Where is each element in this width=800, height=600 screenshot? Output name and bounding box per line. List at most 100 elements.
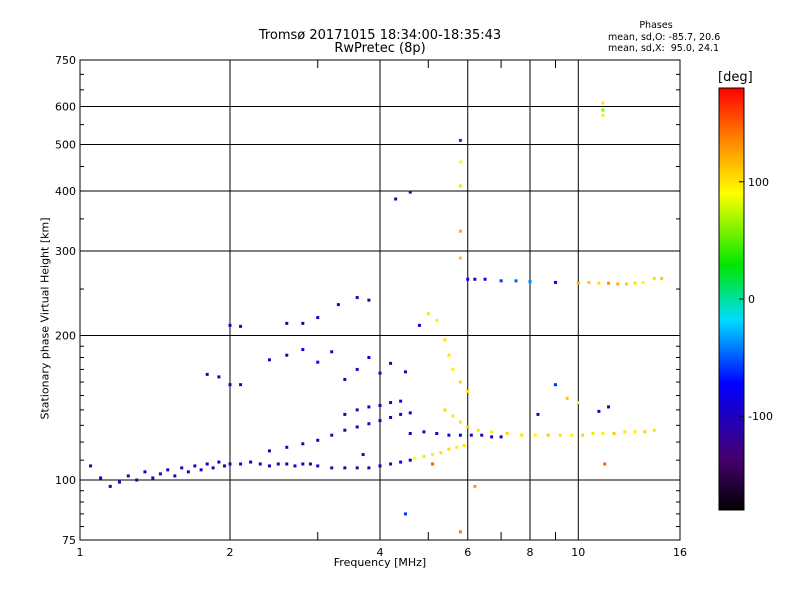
data-point xyxy=(239,383,243,387)
data-point xyxy=(316,360,320,364)
data-point xyxy=(458,433,462,437)
data-point xyxy=(343,466,347,470)
data-point xyxy=(316,438,320,442)
data-point xyxy=(458,138,462,142)
x-tick-label: 8 xyxy=(527,546,534,559)
data-point xyxy=(301,442,305,446)
data-point xyxy=(378,371,382,375)
data-point xyxy=(514,279,518,283)
data-point xyxy=(451,367,455,371)
data-point xyxy=(597,409,601,413)
x-tick-label: 1 xyxy=(77,546,84,559)
x-tick-label: 10 xyxy=(571,546,585,559)
data-point xyxy=(505,432,509,436)
data-point xyxy=(228,323,232,327)
data-point xyxy=(643,430,647,434)
x-axis-label: Frequency [MHz] xyxy=(333,556,427,569)
data-point xyxy=(413,456,417,460)
data-point xyxy=(378,403,382,407)
data-point xyxy=(462,444,466,448)
data-point xyxy=(285,321,289,325)
data-point xyxy=(205,372,209,376)
data-point xyxy=(601,108,605,112)
data-point xyxy=(239,324,243,328)
data-point xyxy=(607,405,611,409)
data-point xyxy=(553,383,557,387)
y-tick-label: 750 xyxy=(55,54,76,67)
data-point xyxy=(431,453,435,457)
data-point xyxy=(355,367,359,371)
data-point xyxy=(378,419,382,423)
data-point xyxy=(389,415,393,419)
data-point xyxy=(466,277,470,281)
x-tick-label: 16 xyxy=(673,546,687,559)
data-point xyxy=(603,462,607,466)
data-point xyxy=(293,464,297,468)
y-axis-label: Stationary phase Virtual Height [km] xyxy=(38,217,52,420)
data-point xyxy=(447,433,451,437)
data-point xyxy=(558,433,562,437)
stats-heading: Phases xyxy=(639,20,673,31)
data-point xyxy=(435,318,439,322)
stats-o-mode: mean, sd,O: -85.7, 20.6 xyxy=(608,32,721,43)
data-point xyxy=(601,101,605,105)
data-point xyxy=(443,338,447,342)
data-point xyxy=(343,428,347,432)
data-point xyxy=(180,466,184,470)
data-point xyxy=(476,428,480,432)
data-point xyxy=(576,401,580,405)
data-point xyxy=(389,361,393,365)
data-point xyxy=(285,353,289,357)
y-tick-label: 300 xyxy=(55,245,76,258)
y-tick-label: 500 xyxy=(55,139,76,152)
data-point xyxy=(466,389,470,393)
data-point xyxy=(499,435,503,439)
data-point xyxy=(633,281,637,285)
plot-frame xyxy=(79,59,681,541)
data-point xyxy=(355,466,359,470)
data-point xyxy=(660,276,664,280)
data-point xyxy=(89,464,93,468)
data-point xyxy=(458,256,462,260)
data-point xyxy=(267,464,271,468)
colorbar-tick-label: 100 xyxy=(748,176,769,189)
data-point xyxy=(652,428,656,432)
data-point xyxy=(135,478,139,482)
data-point xyxy=(285,462,289,466)
data-point xyxy=(205,462,209,466)
data-point xyxy=(151,476,155,480)
data-point xyxy=(193,464,197,468)
data-point xyxy=(458,229,462,233)
data-point xyxy=(367,405,371,409)
data-point xyxy=(126,474,130,478)
data-point xyxy=(587,280,591,284)
data-point xyxy=(490,430,494,434)
data-point xyxy=(625,282,629,286)
data-point xyxy=(546,433,550,437)
data-point xyxy=(399,399,403,403)
data-point xyxy=(623,430,627,434)
data-point xyxy=(422,454,426,458)
data-point xyxy=(607,281,611,285)
data-point xyxy=(166,468,170,472)
data-point xyxy=(199,468,203,472)
data-point xyxy=(520,433,524,437)
y-tick-label: 400 xyxy=(55,185,76,198)
data-point xyxy=(612,432,616,436)
data-point xyxy=(343,377,347,381)
data-point xyxy=(355,296,359,300)
data-point xyxy=(361,453,365,457)
data-point xyxy=(480,433,484,437)
data-point xyxy=(173,474,177,478)
data-point xyxy=(490,435,494,439)
data-point xyxy=(408,458,412,462)
data-point xyxy=(249,460,253,464)
data-point xyxy=(267,358,271,362)
colorbar-tick-label: 0 xyxy=(748,293,755,306)
data-point xyxy=(330,433,334,437)
data-point xyxy=(336,303,340,307)
data-point xyxy=(528,280,532,284)
data-point xyxy=(330,466,334,470)
data-point xyxy=(399,412,403,416)
